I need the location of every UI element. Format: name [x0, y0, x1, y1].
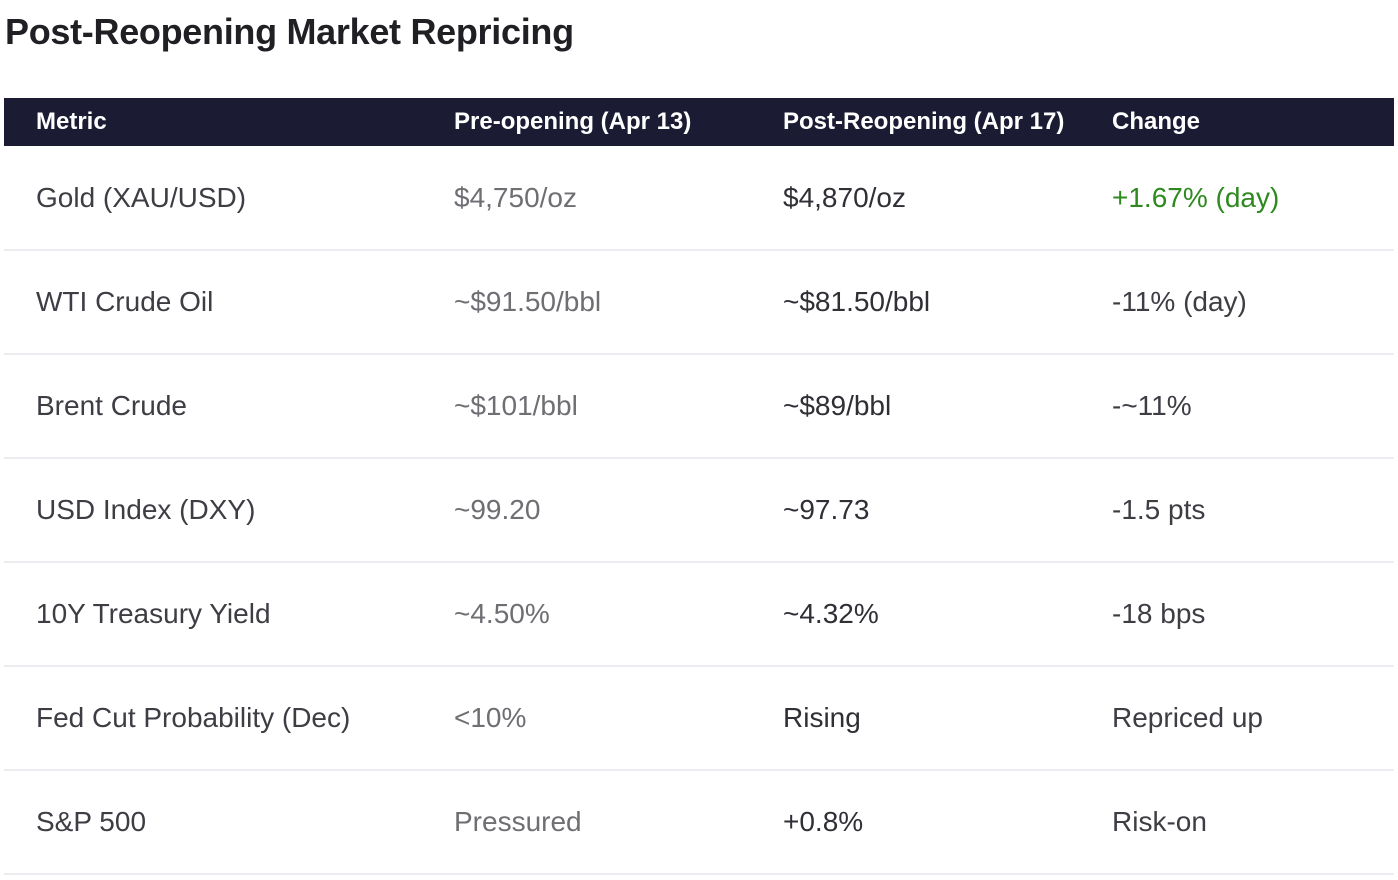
- metric-cell: Brent Crude: [36, 390, 187, 421]
- market-table-container: Metric Pre-opening (Apr 13) Post-Reopeni…: [4, 98, 1394, 875]
- pre-opening-cell: ~$91.50/bbl: [454, 286, 602, 317]
- table-body: Gold (XAU/USD) $4,750/oz $4,870/oz +1.67…: [4, 146, 1394, 874]
- table-row: S&P 500 Pressured +0.8% Risk-on: [4, 770, 1394, 874]
- metric-cell: Gold (XAU/USD): [36, 181, 247, 213]
- pre-opening-cell: ~$101/bbl: [454, 390, 578, 421]
- table-row: USD Index (DXY) ~99.20 ~97.73 -1.5 pts: [4, 458, 1394, 562]
- pre-opening-cell: $4,750/oz: [454, 181, 577, 213]
- column-header-pre-opening: Pre-opening (Apr 13): [454, 108, 692, 135]
- column-header-post-reopening: Post-Reopening (Apr 17): [783, 108, 1065, 135]
- table-row: Brent Crude ~$101/bbl ~$89/bbl -~11%: [4, 354, 1394, 458]
- metric-cell: WTI Crude Oil: [36, 286, 214, 317]
- table-header-row: Metric Pre-opening (Apr 13) Post-Reopeni…: [4, 98, 1394, 146]
- table-row: 10Y Treasury Yield ~4.50% ~4.32% -18 bps: [4, 562, 1394, 666]
- post-reopening-cell: ~97.73: [783, 494, 870, 525]
- change-cell: -18 bps: [1112, 598, 1206, 629]
- column-header-metric: Metric: [36, 108, 107, 135]
- pre-opening-cell: ~99.20: [454, 494, 541, 525]
- metric-cell: USD Index (DXY): [36, 494, 256, 525]
- change-cell: -1.5 pts: [1112, 494, 1206, 525]
- metric-cell: 10Y Treasury Yield: [36, 598, 271, 629]
- page-title: Post-Reopening Market Repricing: [5, 11, 574, 52]
- table-header: Metric Pre-opening (Apr 13) Post-Reopeni…: [4, 98, 1394, 146]
- post-reopening-cell: ~$81.50/bbl: [783, 286, 931, 317]
- table-row: Fed Cut Probability (Dec) <10% Rising Re…: [4, 666, 1394, 770]
- pre-opening-cell: <10%: [454, 702, 527, 733]
- change-cell: Risk-on: [1112, 806, 1207, 837]
- post-reopening-cell: +0.8%: [783, 806, 864, 837]
- change-cell: -11% (day): [1112, 286, 1247, 317]
- pre-opening-cell: ~4.50%: [454, 598, 550, 629]
- change-cell: -~11%: [1112, 390, 1192, 421]
- change-cell: +1.67% (day): [1112, 181, 1280, 213]
- column-header-change: Change: [1112, 108, 1201, 135]
- metric-cell: Fed Cut Probability (Dec): [36, 702, 351, 733]
- post-reopening-cell: $4,870/oz: [783, 181, 906, 213]
- post-reopening-cell: ~$89/bbl: [783, 390, 892, 421]
- pre-opening-cell: Pressured: [454, 806, 582, 837]
- change-cell: Repriced up: [1112, 702, 1263, 733]
- metric-cell: S&P 500: [36, 806, 147, 837]
- post-reopening-cell: Rising: [783, 702, 861, 733]
- table-row: WTI Crude Oil ~$91.50/bbl ~$81.50/bbl -1…: [4, 250, 1394, 354]
- table-row: Gold (XAU/USD) $4,750/oz $4,870/oz +1.67…: [4, 146, 1394, 250]
- market-repricing-table: Metric Pre-opening (Apr 13) Post-Reopeni…: [4, 98, 1394, 875]
- post-reopening-cell: ~4.32%: [783, 598, 879, 629]
